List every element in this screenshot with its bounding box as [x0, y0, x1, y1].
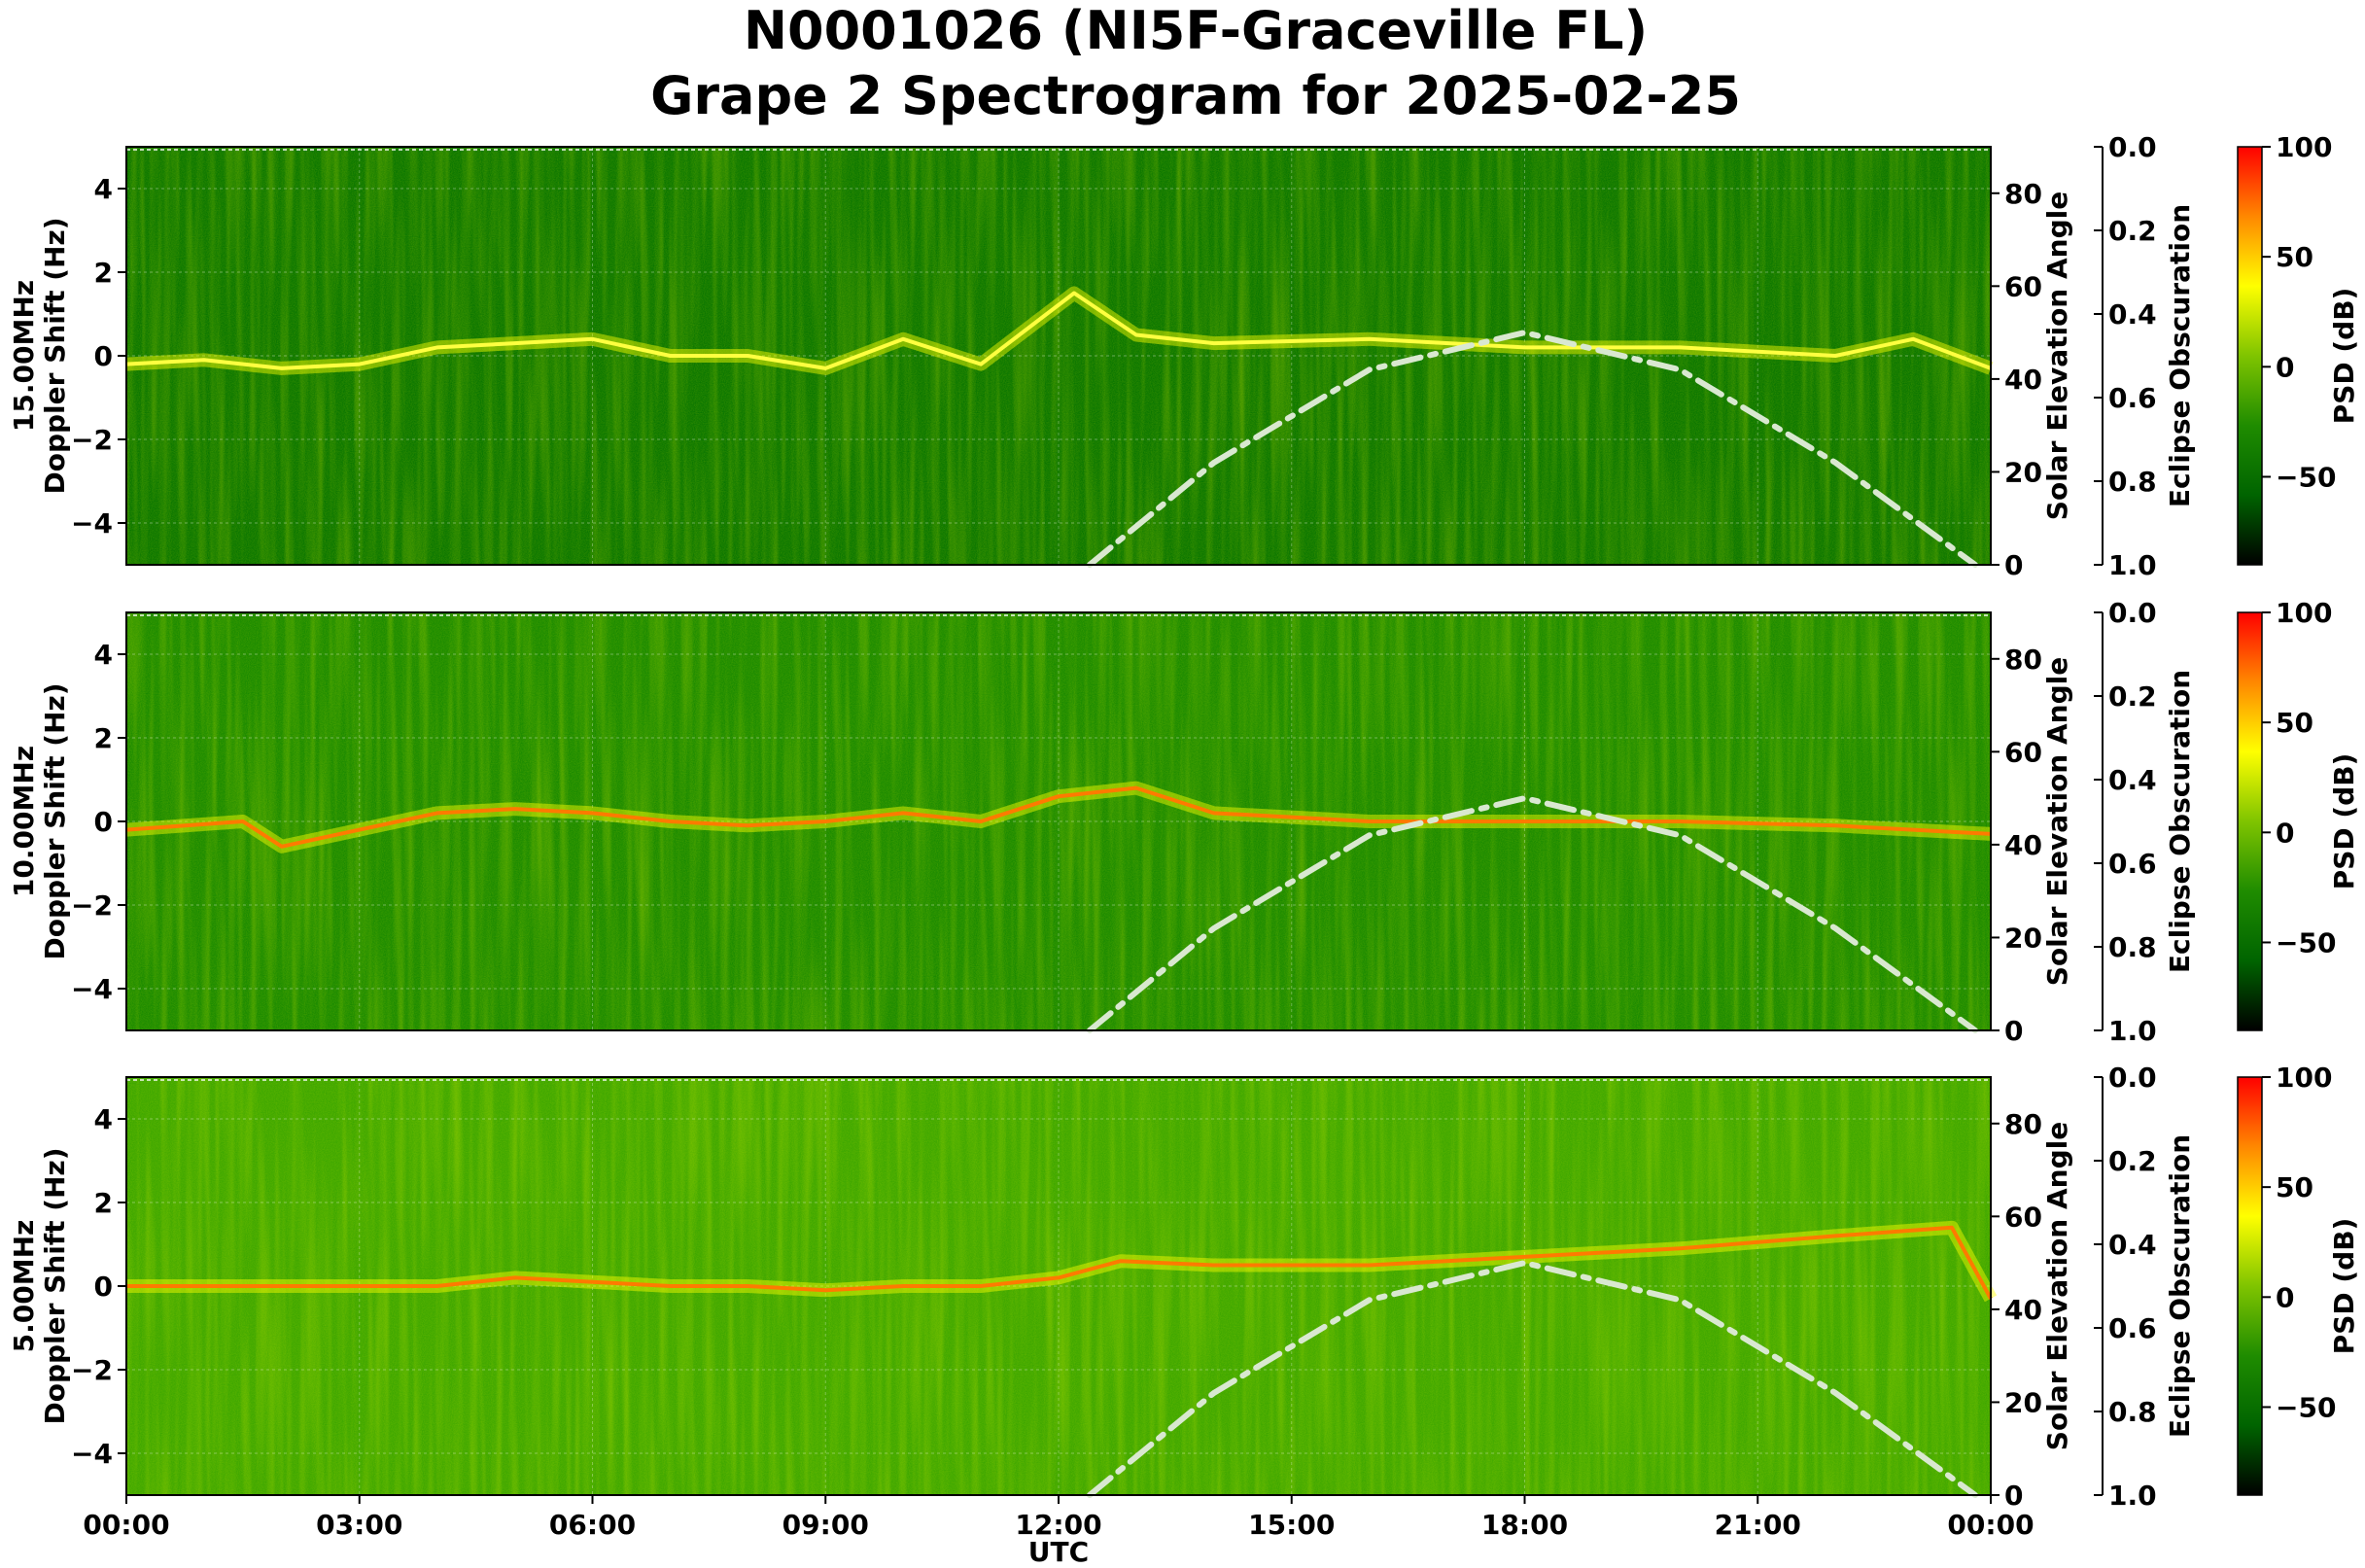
y-tick-label: −4	[71, 1438, 113, 1470]
solar-tick-label: 40	[2004, 364, 2042, 396]
eclipse-tick-label: 0.8	[2108, 931, 2157, 963]
solar-tick-label: 60	[2004, 1201, 2042, 1233]
solar-tick-label: 60	[2004, 736, 2042, 768]
x-tick-label: 03:00	[316, 1509, 402, 1541]
y-axis-label: Doppler Shift (Hz)	[39, 217, 71, 494]
x-tick-label: 21:00	[1715, 1509, 1801, 1541]
spectrogram-noise	[126, 147, 1991, 565]
eclipse-tick-label: 0.8	[2108, 466, 2157, 498]
y-tick-label: −2	[71, 1354, 113, 1386]
colorbar-label: PSD (dB)	[2328, 753, 2360, 890]
y-tick-label: −2	[71, 424, 113, 456]
solar-tick-label: 20	[2004, 922, 2042, 954]
colorbar-label: PSD (dB)	[2328, 1218, 2360, 1355]
figure-title-line2: Grape 2 Spectrogram for 2025-02-25	[650, 65, 1741, 126]
eclipse-tick-label: 0.2	[2108, 215, 2157, 247]
solar-tick-label: 40	[2004, 829, 2042, 861]
figure-title-line1: N0001026 (NI5F-Graceville FL)	[744, 0, 1648, 61]
x-tick-label: 00:00	[83, 1509, 169, 1541]
x-tick-label: 15:00	[1248, 1509, 1335, 1541]
eclipse-tick-label: 0.0	[2108, 597, 2157, 629]
y-tick-label: 2	[94, 1187, 113, 1219]
solar-tick-label: 80	[2004, 644, 2042, 676]
y-tick-label: 2	[94, 722, 113, 754]
solar-tick-label: 0	[2004, 1015, 2023, 1047]
solar-elevation-curve	[1087, 795, 1978, 1033]
y-tick-label: 2	[94, 257, 113, 289]
panels-group: 420−2−415.00MHz Doppler Shift (Hz)8060402…	[8, 131, 2360, 1541]
eclipse-tick-label: 0.8	[2108, 1396, 2157, 1428]
colorbar-tick-label: 0	[2276, 351, 2294, 383]
y-tick-label: 0	[94, 806, 113, 838]
eclipse-axis-label: Eclipse Obscuration	[2164, 204, 2196, 507]
colorbar-tick-label: −50	[2276, 461, 2336, 493]
solar-tick-label: 80	[2004, 178, 2042, 210]
eclipse-tick-label: 1.0	[2108, 1015, 2157, 1047]
colorbar-label: PSD (dB)	[2328, 288, 2360, 425]
colorbar-tick-label: 50	[2276, 1171, 2313, 1203]
eclipse-tick-label: 0.6	[2108, 382, 2157, 414]
eclipse-tick-label: 1.0	[2108, 549, 2157, 581]
solar-tick-label: 20	[2004, 456, 2042, 488]
panel-frequency-label: 15.00MHz	[8, 280, 40, 432]
panel-frequency-label: 5.00MHz	[8, 1220, 40, 1353]
eclipse-tick-label: 0.4	[2108, 298, 2157, 331]
x-tick-label: 00:00	[1947, 1509, 2034, 1541]
solar-tick-label: 80	[2004, 1108, 2042, 1140]
colorbar-tick-label: −50	[2276, 1391, 2336, 1423]
eclipse-tick-label: 0.2	[2108, 680, 2157, 713]
solar-axis-label: Solar Elevation Angle	[2041, 192, 2073, 520]
eclipse-tick-label: 0.2	[2108, 1145, 2157, 1177]
doppler-trace	[125, 291, 1992, 370]
y-tick-label: 0	[94, 1271, 113, 1303]
solar-tick-label: 60	[2004, 270, 2042, 302]
y-tick-label: −4	[71, 507, 113, 540]
eclipse-tick-label: 0.4	[2108, 1229, 2157, 1261]
y-tick-label: −4	[71, 973, 113, 1005]
eclipse-axis-label: Eclipse Obscuration	[2164, 1134, 2196, 1438]
y-tick-label: 4	[94, 1103, 113, 1135]
solar-tick-label: 0	[2004, 1480, 2023, 1512]
x-tick-label: 06:00	[549, 1509, 636, 1541]
eclipse-tick-label: 1.0	[2108, 1480, 2157, 1512]
colorbar-tick-label: 0	[2276, 1281, 2294, 1313]
x-tick-label: 18:00	[1481, 1509, 1568, 1541]
colorbar-tick-label: 50	[2276, 707, 2313, 739]
solar-tick-label: 20	[2004, 1386, 2042, 1418]
solar-tick-label: 40	[2004, 1294, 2042, 1326]
doppler-trace	[125, 785, 1992, 849]
eclipse-tick-label: 0.4	[2108, 764, 2157, 796]
y-axis-label: Doppler Shift (Hz)	[39, 1147, 71, 1424]
x-axis-label: UTC	[1028, 1536, 1089, 1568]
x-tick-label: 09:00	[783, 1509, 869, 1541]
colorbar	[2237, 611, 2263, 1031]
colorbar-tick-label: 0	[2276, 817, 2294, 849]
panel-frequency-label: 10.00MHz	[8, 746, 40, 897]
solar-axis-label: Solar Elevation Angle	[2041, 1122, 2073, 1450]
colorbar-tick-label: 100	[2276, 1062, 2332, 1094]
eclipse-tick-label: 0.0	[2108, 131, 2157, 163]
solar-elevation-curve	[1087, 330, 1978, 568]
colorbar-tick-label: 50	[2276, 241, 2313, 273]
y-tick-label: 0	[94, 340, 113, 372]
colorbar-tick-label: 100	[2276, 131, 2332, 163]
solar-tick-label: 0	[2004, 549, 2023, 581]
y-tick-label: 4	[94, 173, 113, 205]
solar-elevation-curve	[1087, 1260, 1978, 1498]
colorbar	[2237, 146, 2263, 566]
solar-axis-label: Solar Elevation Angle	[2041, 657, 2073, 986]
eclipse-axis-label: Eclipse Obscuration	[2164, 670, 2196, 973]
doppler-trace	[126, 1225, 1993, 1300]
y-axis-label: Doppler Shift (Hz)	[39, 682, 71, 959]
colorbar-tick-label: −50	[2276, 926, 2336, 958]
eclipse-tick-label: 0.0	[2108, 1062, 2157, 1094]
colorbar	[2237, 1076, 2263, 1496]
eclipse-tick-label: 0.6	[2108, 848, 2157, 880]
y-tick-label: −2	[71, 889, 113, 922]
eclipse-tick-label: 0.6	[2108, 1312, 2157, 1344]
colorbar-tick-label: 100	[2276, 597, 2332, 629]
x-tick-label: 12:00	[1015, 1509, 1101, 1541]
y-tick-label: 4	[94, 639, 113, 671]
